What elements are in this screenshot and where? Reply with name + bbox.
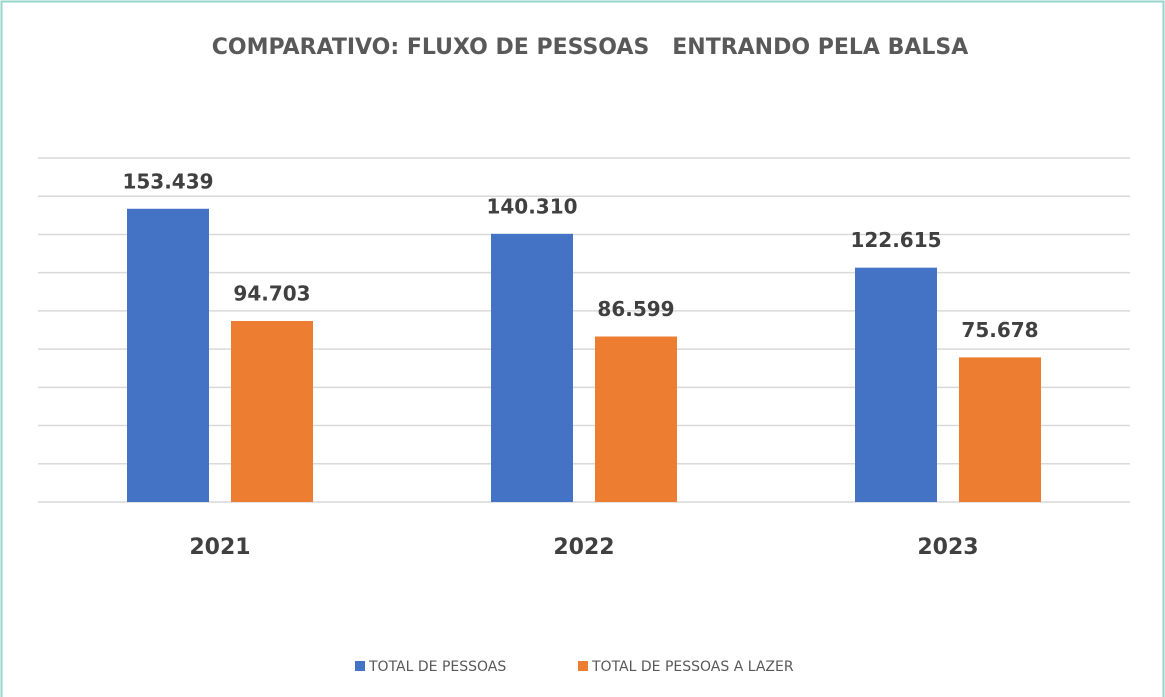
chart-title: COMPARATIVO: FLUXO DE PESSOAS ENTRANDO P… [212, 35, 969, 60]
legend-swatch [578, 661, 588, 671]
bar [959, 357, 1041, 502]
bar [491, 233, 573, 503]
data-label: 122.615 [850, 228, 941, 252]
legend-label: TOTAL DE PESSOAS A LAZER [591, 659, 794, 675]
data-label: 86.599 [597, 297, 674, 321]
x-tick-label: 2021 [189, 535, 250, 560]
data-label: 140.310 [486, 194, 577, 218]
bar [127, 208, 209, 502]
data-label: 75.678 [961, 318, 1038, 342]
x-tick-label: 2022 [553, 535, 614, 560]
bar [855, 267, 937, 502]
legend-label: TOTAL DE PESSOAS [368, 659, 506, 675]
data-label: 94.703 [233, 282, 310, 306]
x-tick-label: 2023 [917, 535, 978, 560]
legend-swatch [355, 661, 365, 671]
bar [231, 321, 313, 502]
bar [595, 336, 677, 502]
data-label: 153.439 [122, 169, 213, 193]
